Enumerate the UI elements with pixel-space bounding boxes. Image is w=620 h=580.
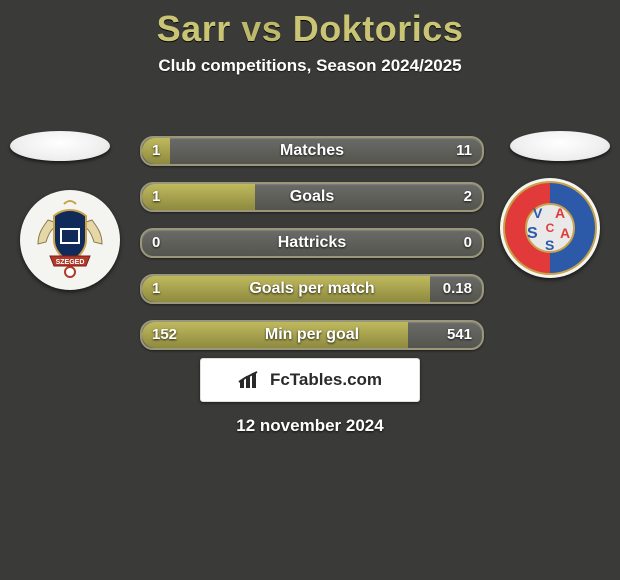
stat-label: Goals per match [142, 276, 482, 302]
stat-row: 1 Matches 11 [0, 128, 620, 174]
player2-name: Doktorics [293, 8, 464, 49]
page-title: Sarr vs Doktorics [0, 8, 620, 50]
stat-bar-hattricks: 0 Hattricks 0 [140, 228, 484, 258]
stat-value-right: 11 [456, 138, 472, 164]
brand-text: FcTables.com [270, 370, 382, 390]
stat-row: 1 Goals per match 0.18 [0, 266, 620, 312]
stat-bar-goals: 1 Goals 2 [140, 182, 484, 212]
subtitle: Club competitions, Season 2024/2025 [0, 56, 620, 76]
vs-label: vs [241, 8, 282, 49]
date-label: 12 november 2024 [0, 416, 620, 436]
bar-chart-icon [238, 370, 264, 390]
stat-label: Hattricks [142, 230, 482, 256]
stat-value-right: 2 [464, 184, 472, 210]
stats-block: 1 Matches 11 1 Goals 2 0 Hattricks 0 [0, 128, 620, 358]
stat-row: 152 Min per goal 541 [0, 312, 620, 358]
stat-bar-goals-per-match: 1 Goals per match 0.18 [140, 274, 484, 304]
stat-bar-matches: 1 Matches 11 [140, 136, 484, 166]
stat-row: 1 Goals 2 [0, 174, 620, 220]
stat-row: 0 Hattricks 0 [0, 220, 620, 266]
stat-label: Matches [142, 138, 482, 164]
comparison-card: Sarr vs Doktorics Club competitions, Sea… [0, 8, 620, 580]
player1-name: Sarr [157, 8, 231, 49]
stat-label: Min per goal [142, 322, 482, 348]
stat-value-right: 541 [447, 322, 472, 348]
stat-label: Goals [142, 184, 482, 210]
stat-value-right: 0.18 [443, 276, 472, 302]
stat-value-right: 0 [464, 230, 472, 256]
brand-badge: FcTables.com [200, 358, 420, 402]
stat-bar-min-per-goal: 152 Min per goal 541 [140, 320, 484, 350]
